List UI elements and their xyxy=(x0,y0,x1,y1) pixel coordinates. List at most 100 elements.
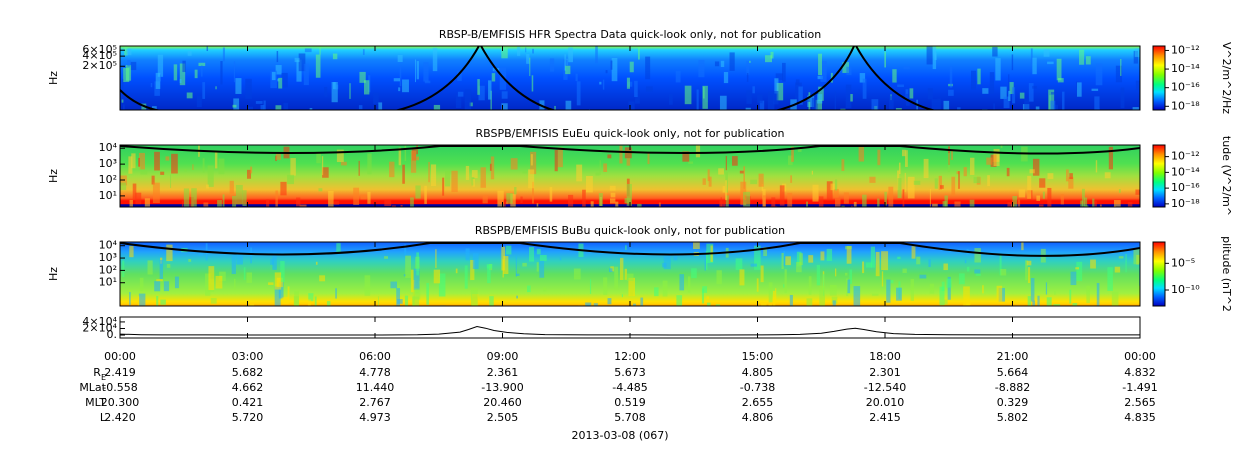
spectrogram-texture xyxy=(822,274,825,296)
spectrogram-texture xyxy=(373,92,379,104)
ephemeris-value: 2.419 xyxy=(104,366,136,379)
spectrogram-texture xyxy=(1025,260,1028,281)
spectrogram-texture xyxy=(932,203,938,207)
spectrogram-texture xyxy=(939,286,945,306)
spectrogram-texture xyxy=(703,86,705,99)
spectrogram-texture xyxy=(488,80,492,100)
spectrogram-texture xyxy=(236,254,243,265)
spectrogram-texture xyxy=(826,248,833,261)
spectrogram-texture xyxy=(846,245,852,264)
spectrogram-texture xyxy=(877,149,881,166)
spectrogram-texture xyxy=(1134,48,1140,57)
spectrogram-texture xyxy=(904,172,906,192)
spectrogram-texture xyxy=(986,157,993,165)
spectrogram-texture xyxy=(919,274,927,279)
x-tick-label: 06:00 xyxy=(359,350,391,363)
spectrogram-texture xyxy=(1049,95,1051,110)
colorbar-label: tude (V^2/m^ xyxy=(1220,136,1233,216)
spectrogram-texture xyxy=(1104,172,1111,179)
spectrogram-texture xyxy=(1032,300,1036,306)
colorbar xyxy=(1152,45,1166,111)
spectrogram-texture xyxy=(1092,198,1095,207)
spectrogram-texture xyxy=(400,204,403,207)
spectrogram-texture xyxy=(1076,82,1082,97)
spectrogram-texture xyxy=(1021,242,1024,251)
spectrogram-texture xyxy=(937,98,941,110)
spectrogram-texture xyxy=(315,261,318,265)
spectrogram-texture xyxy=(287,286,290,303)
spectrogram-texture xyxy=(1075,267,1080,270)
spectrogram-texture xyxy=(658,202,661,207)
spectrogram-texture xyxy=(804,97,811,103)
x-tick-label: 21:00 xyxy=(997,350,1029,363)
spectrogram-texture xyxy=(358,160,360,176)
spectrogram-texture xyxy=(247,106,254,110)
spectrogram-texture xyxy=(576,81,581,106)
spectrogram-texture xyxy=(758,173,764,187)
spectrogram xyxy=(120,46,1140,110)
spectrogram-texture xyxy=(607,298,612,305)
spectrogram-texture xyxy=(779,185,785,206)
spectrogram-texture xyxy=(870,246,875,268)
x-tick-label: 15:00 xyxy=(742,350,774,363)
spectrogram-texture xyxy=(702,286,708,293)
spectrogram-texture xyxy=(183,188,190,207)
spectrogram-texture xyxy=(871,99,879,110)
spectrogram-texture xyxy=(826,181,833,201)
spectrogram-texture xyxy=(628,101,635,110)
ephemeris-value: 5.664 xyxy=(997,366,1029,379)
spectrogram-texture xyxy=(215,275,223,289)
spectrogram-texture xyxy=(278,77,283,89)
ephemeris-value: 0.519 xyxy=(614,396,646,409)
spectrogram-texture xyxy=(282,297,289,305)
spectrogram-texture xyxy=(159,259,164,280)
spectrogram-texture xyxy=(384,199,392,207)
spectrogram-texture xyxy=(152,182,160,204)
colorbar-tick-label: 10⁻¹⁴ xyxy=(1171,165,1200,178)
spectrogram-texture xyxy=(205,273,211,296)
ephemeris-value: 5.673 xyxy=(614,366,646,379)
spectrogram-texture xyxy=(575,73,578,82)
spectrogram-texture xyxy=(1027,296,1032,306)
spectrogram-texture xyxy=(1047,187,1052,207)
spectrogram-texture xyxy=(181,200,184,207)
spectrogram-texture xyxy=(138,293,146,306)
spectrogram-texture xyxy=(184,169,187,172)
spectrogram-texture xyxy=(969,199,975,207)
spectrogram-texture xyxy=(122,78,124,94)
spectrogram-texture xyxy=(137,296,140,306)
spectrogram-texture xyxy=(815,99,823,110)
spectrogram-texture xyxy=(1007,202,1015,207)
ephemeris-value: 5.802 xyxy=(997,411,1029,424)
spectrogram-texture xyxy=(820,73,827,82)
spectrogram-texture xyxy=(992,46,998,57)
spectrogram-texture xyxy=(203,202,209,207)
spectrogram-texture xyxy=(834,179,838,191)
spectrogram-texture xyxy=(916,256,921,265)
y-tick-label: 4×10⁴ xyxy=(82,315,117,328)
spectrogram-texture xyxy=(493,66,497,73)
spectrogram-texture xyxy=(331,81,338,103)
spectrogram-texture xyxy=(816,94,823,104)
spectrogram-texture xyxy=(1050,100,1056,110)
spectrogram-texture xyxy=(235,184,243,205)
spectrogram-texture xyxy=(129,245,134,258)
ephemeris-value: -4.485 xyxy=(612,381,647,394)
spectrogram-texture xyxy=(846,278,849,297)
spectrogram-texture xyxy=(951,176,956,196)
spectrogram-texture xyxy=(532,48,534,54)
spectrogram-texture xyxy=(318,188,323,192)
spectrogram-texture xyxy=(1060,194,1064,205)
spectrogram-texture xyxy=(888,186,894,207)
spectrogram-texture xyxy=(191,188,197,207)
spectrogram-texture xyxy=(423,62,429,82)
spectrogram-texture xyxy=(135,192,142,205)
spectrogram-texture xyxy=(360,194,367,200)
spectrogram-texture xyxy=(719,95,727,110)
spectrogram-texture xyxy=(1062,91,1065,110)
colorbar-tick-label: 10⁻¹² xyxy=(1171,43,1200,56)
spectrogram-texture xyxy=(398,147,402,166)
spectrogram-texture xyxy=(433,104,441,110)
spectrogram-texture xyxy=(902,268,907,273)
spectrogram-texture xyxy=(1069,289,1072,304)
